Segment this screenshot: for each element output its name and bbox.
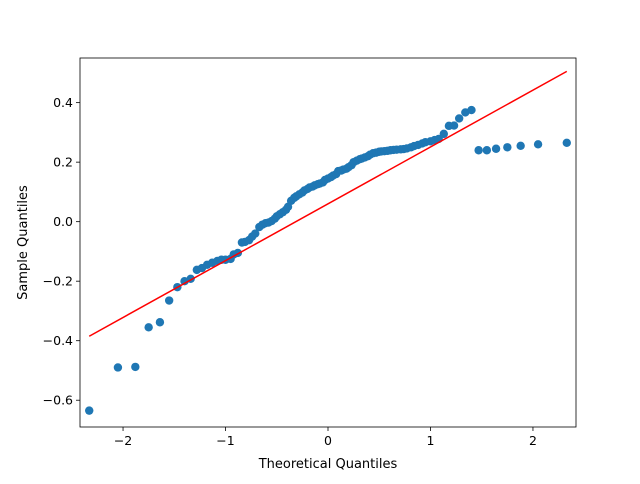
sample-quantile-point [491, 144, 501, 153]
sample-quantile-point [467, 105, 476, 115]
x-axis-ticks: −2 −1 0 1 2 [114, 427, 537, 448]
y-axis-ticks: −0.6 −0.4 −0.2 0.0 0.2 0.4 [43, 95, 80, 408]
sample-quantile-point [113, 363, 123, 372]
sample-quantile-point [516, 141, 525, 150]
sample-quantile-point [144, 323, 153, 332]
plot-marks [85, 70, 571, 415]
sample-quantile-point [562, 138, 571, 148]
sample-quantile-point [482, 146, 492, 155]
sample-quantile-point [131, 362, 140, 372]
y-tick-label: 0.4 [53, 95, 73, 110]
y-tick-label: −0.2 [43, 274, 73, 289]
sample-quantile-point [251, 229, 260, 238]
sample-quantile-point [164, 296, 174, 305]
x-tick-label: 1 [427, 433, 435, 448]
sample-quantile-point [449, 121, 459, 130]
reference-line [88, 70, 568, 337]
x-tick-label: −2 [114, 433, 132, 448]
y-axis-title: Sample Quantiles [16, 185, 31, 300]
y-tick-label: −0.6 [43, 393, 73, 408]
sample-quantile-point [454, 114, 464, 123]
x-tick-label: −1 [216, 433, 234, 448]
y-tick-label: 0.0 [53, 214, 73, 229]
sample-quantile-point [155, 318, 165, 327]
sample-quantile-point [439, 129, 448, 139]
sample-quantile-point [503, 143, 512, 152]
x-tick-label: 0 [324, 433, 332, 448]
x-axis-title: Theoretical Quantiles [258, 457, 398, 472]
sample-quantile-point [533, 140, 543, 149]
sample-quantile-point [474, 146, 483, 155]
x-tick-label: 2 [529, 433, 537, 448]
y-tick-label: −0.4 [43, 333, 73, 348]
y-tick-label: 0.2 [53, 155, 73, 170]
sample-quantile-point [85, 406, 94, 415]
